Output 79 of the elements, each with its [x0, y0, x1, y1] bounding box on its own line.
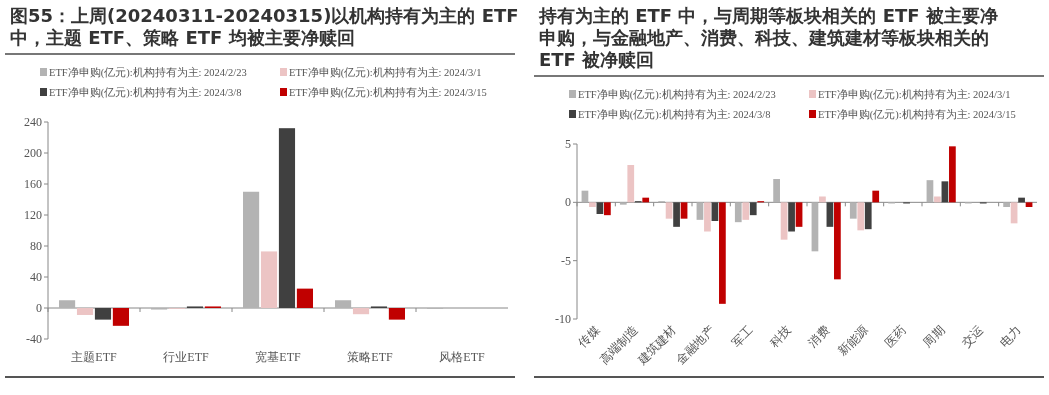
legend-label: ETF净申购(亿元):机构持有为主: 2024/3/8 — [49, 86, 242, 99]
bar — [589, 202, 596, 207]
bar — [857, 202, 865, 231]
bar — [278, 128, 296, 308]
bar — [934, 196, 941, 203]
chart-title: 持有为主的 ETF 中，与周期等板块相关的 ETF 被主要净申购，与金融地产、消费、科技、建筑建材等板块相关的 ETF 被净赎回 — [538, 5, 998, 70]
bar — [1003, 202, 1010, 207]
chart-title: 图55：上周(20240311-20240315)以机构持有为主的 ETF 中，主题 ETF、策略 ETF 均被主要净赎回 — [10, 5, 519, 48]
bar — [352, 308, 370, 315]
bar — [834, 202, 841, 280]
x-tick-label: 交运 — [958, 323, 986, 351]
bar — [76, 308, 94, 315]
legend-label: ETF净申购(亿元):机构持有为主: 2024/3/15 — [818, 108, 1016, 121]
bar — [94, 308, 112, 320]
legend-label: ETF净申购(亿元):机构持有为主: 2024/3/1 — [289, 66, 482, 79]
y-tick-label: 0 — [565, 195, 571, 210]
x-tick-label: 军工 — [728, 323, 756, 351]
x-tick-label: 科技 — [767, 323, 794, 351]
x-tick-label: 电力 — [997, 323, 1024, 351]
x-tick-label: 行业ETF — [163, 350, 209, 364]
x-tick-label: 宽基ETF — [255, 350, 301, 364]
bar — [604, 202, 611, 216]
bar — [260, 251, 278, 308]
bar — [388, 308, 406, 320]
bar — [627, 165, 635, 203]
x-tick-label: 主题ETF — [71, 350, 117, 364]
bar — [704, 202, 711, 232]
y-tick-label: 40 — [30, 270, 42, 284]
x-tick-label: 医药 — [882, 323, 909, 351]
x-tick-label: 消费 — [805, 323, 833, 351]
x-tick-label: 策略ETF — [347, 350, 393, 364]
y-tick-label: 120 — [24, 208, 42, 222]
bar — [734, 202, 742, 223]
bar — [719, 202, 726, 304]
bar — [112, 308, 130, 326]
y-tick-label: 200 — [24, 146, 42, 160]
bar — [826, 202, 834, 227]
bar — [949, 146, 956, 203]
legend-label: ETF净申购(亿元):机构持有为主: 2024/2/23 — [49, 66, 247, 79]
legend-label: ETF净申购(亿元):机构持有为主: 2024/2/23 — [578, 88, 776, 101]
x-tick-label: 周期 — [920, 323, 948, 351]
bar — [680, 202, 688, 219]
bar — [795, 202, 803, 227]
bar — [1025, 202, 1033, 207]
bar — [819, 196, 826, 203]
bar — [619, 202, 627, 205]
y-tick-label: 240 — [24, 115, 42, 129]
bar — [642, 197, 650, 203]
bar — [849, 202, 857, 219]
y-tick-label: 160 — [24, 177, 42, 191]
bar — [742, 202, 750, 220]
legend-label: ETF净申购(亿元):机构持有为主: 2024/3/15 — [289, 86, 487, 99]
bar — [696, 202, 704, 220]
legend-label: ETF净申购(亿元):机构持有为主: 2024/3/1 — [818, 88, 1011, 101]
y-tick-label: 80 — [30, 239, 42, 253]
bar — [788, 202, 795, 232]
x-tick-label: 传媒 — [575, 323, 603, 351]
bar — [711, 202, 719, 221]
bar — [1018, 197, 1025, 203]
legend-label: ETF净申购(亿元):机构持有为主: 2024/3/8 — [578, 108, 771, 121]
bar — [59, 300, 76, 308]
bar — [243, 191, 260, 308]
bar — [335, 300, 352, 308]
y-tick-label: 0 — [36, 301, 42, 315]
y-tick-label: -10 — [555, 312, 571, 326]
bar — [872, 190, 880, 203]
bar — [296, 288, 314, 308]
bar — [773, 179, 780, 203]
x-tick-label: 新能源 — [835, 323, 871, 359]
y-tick-label: -5 — [561, 253, 571, 268]
y-tick-label: -40 — [26, 332, 42, 346]
y-tick-label: 5 — [565, 137, 571, 151]
bar — [673, 202, 680, 227]
bar — [864, 202, 872, 230]
bar — [596, 202, 604, 214]
x-tick-label: 风格ETF — [439, 350, 485, 364]
bar — [749, 202, 757, 216]
bar — [780, 202, 788, 240]
bar — [665, 202, 673, 219]
